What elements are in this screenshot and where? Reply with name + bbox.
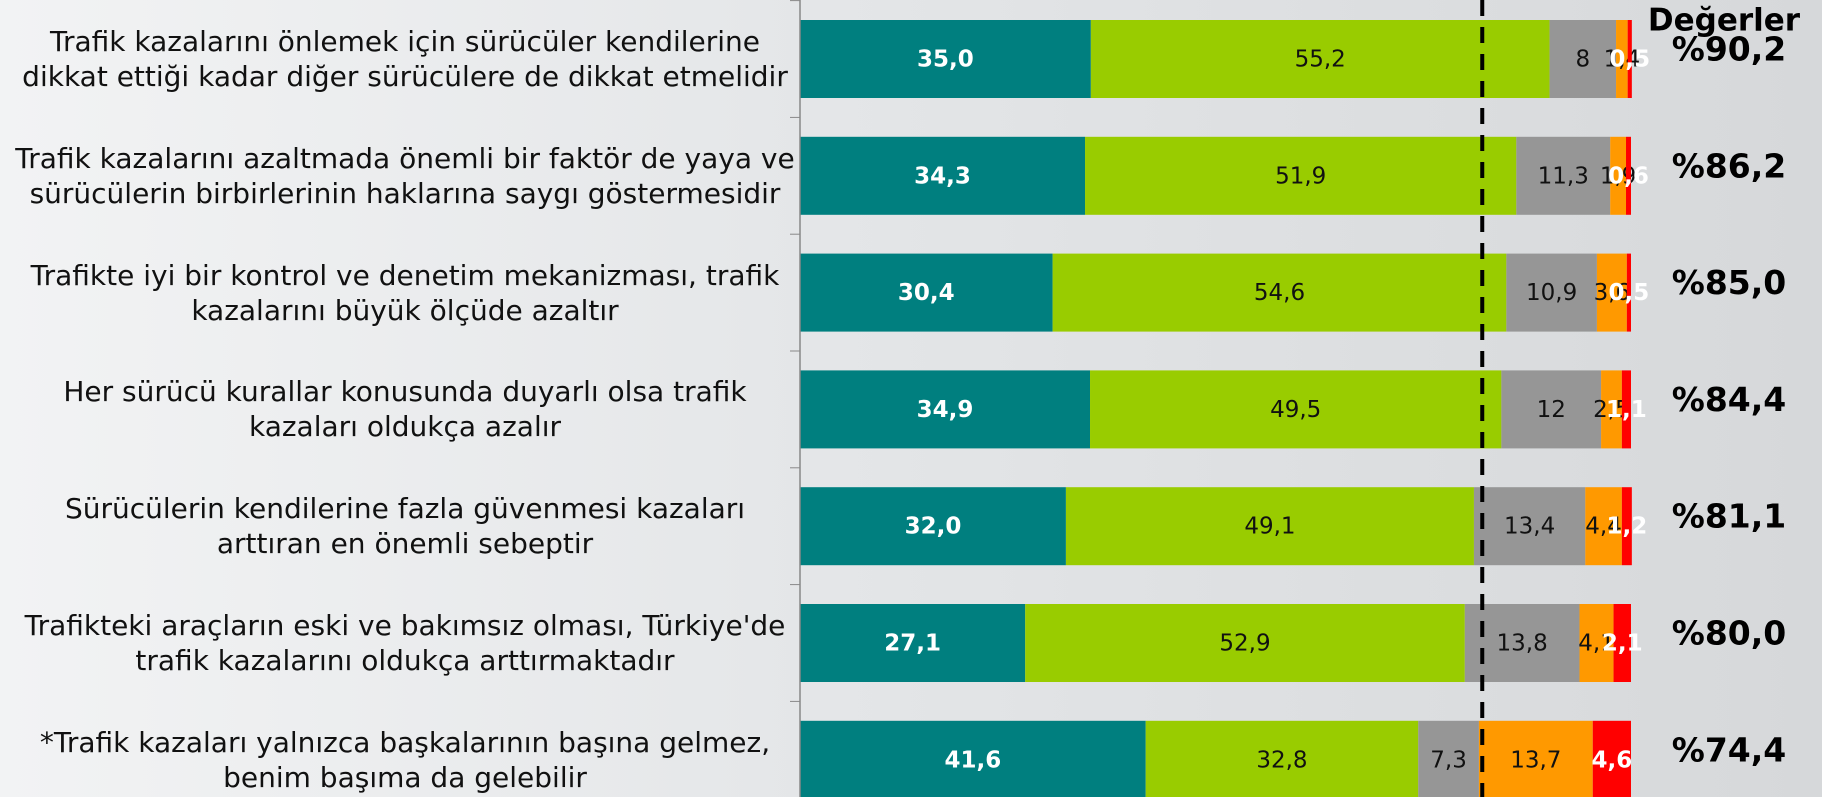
value-label: 51,9 [1275, 163, 1326, 189]
category-label: Trafikteki araçların eski ve bakımsız ol… [24, 609, 786, 677]
category-label: Sürücülerin kendilerine fazla güvenmesi … [64, 492, 746, 561]
value-label: 7,3 [1430, 747, 1467, 773]
total-label: %85,0 [1672, 263, 1787, 302]
bar-segment [1610, 136, 1627, 215]
bar-segment [1090, 20, 1550, 98]
bar-segment [1616, 20, 1628, 98]
bar-segment [1065, 487, 1474, 566]
value-label: 0,5 [1609, 47, 1650, 73]
value-label: 34,9 [917, 397, 974, 423]
category-label: *Trafik kazaları yalnızca başkalarının b… [39, 725, 771, 794]
value-label: 2,1 [1602, 631, 1643, 657]
total-label: %74,4 [1672, 730, 1787, 769]
bar-segment [1464, 604, 1580, 682]
value-label: 13,8 [1497, 631, 1548, 657]
value-label: 0,6 [1608, 163, 1649, 189]
value-label: 55,2 [1295, 47, 1346, 73]
bar-segment [1626, 136, 1631, 215]
value-label: 4,6 [1592, 747, 1633, 773]
bar-segment [1601, 370, 1622, 449]
bar-segment [800, 253, 1053, 332]
value-label: 41,6 [944, 747, 1001, 773]
value-label: 35,0 [917, 47, 974, 73]
bar-segment [1473, 487, 1586, 566]
value-label: 1,2 [1606, 514, 1647, 540]
bar-segment [1549, 20, 1617, 98]
bar-segment [1516, 136, 1611, 215]
bar-segment [1478, 720, 1593, 797]
total-label: %81,1 [1672, 497, 1787, 536]
bar-segment [800, 20, 1091, 98]
total-label: %84,4 [1672, 380, 1787, 419]
bar-segment [800, 487, 1066, 566]
value-label: 11,3 [1538, 163, 1589, 189]
value-label: 49,5 [1270, 397, 1321, 423]
bar-segment [800, 604, 1026, 682]
total-label: %80,0 [1672, 614, 1787, 653]
bar-segment [1052, 253, 1507, 332]
bar-segment [1621, 370, 1631, 449]
bar-segment [800, 720, 1146, 797]
value-label: 34,3 [914, 163, 971, 189]
category-label: Trafikte iyi bir kontrol ve denetim meka… [30, 258, 780, 327]
category-label: Her sürücü kurallar konusunda duyarlı ol… [63, 375, 747, 444]
total-label: %90,2 [1672, 30, 1787, 69]
totals-header: Değerler [1648, 3, 1801, 39]
bar-segment [1585, 487, 1622, 566]
bar-segment [1145, 720, 1419, 797]
category-label: Trafik kazalarını azaltmada önemli bir f… [15, 141, 795, 210]
value-label: 30,4 [898, 280, 955, 306]
bar-segment [1418, 720, 1479, 797]
bar-segment [1025, 604, 1465, 682]
value-label: 4,4 [1585, 514, 1622, 540]
value-label: 52,9 [1219, 631, 1270, 657]
value-label: 10,9 [1526, 280, 1577, 306]
value-label: 12 [1537, 397, 1566, 423]
bar-segment [1626, 253, 1631, 332]
bar-segment [1579, 604, 1614, 682]
value-label: 1,1 [1606, 397, 1647, 423]
value-label: 27,1 [884, 631, 941, 657]
bar-segment [1613, 604, 1631, 682]
bar-segment [1506, 253, 1597, 332]
value-label: 32,0 [905, 514, 962, 540]
bar-segment [800, 136, 1086, 215]
bar-segment [800, 370, 1091, 449]
bar-segment [1621, 487, 1632, 566]
bar-segment [1090, 370, 1502, 449]
value-label: 13,7 [1510, 747, 1561, 773]
value-label: 13,4 [1504, 514, 1555, 540]
bar-segment [1501, 370, 1602, 449]
value-label: 54,6 [1254, 280, 1305, 306]
value-label: 0,5 [1609, 280, 1650, 306]
value-label: 32,8 [1256, 747, 1307, 773]
bar-segment [1085, 136, 1517, 215]
value-label: 4,1 [1578, 631, 1615, 657]
total-label: %86,2 [1672, 146, 1787, 185]
value-label: 3,6 [1594, 280, 1631, 306]
bar-segment [1592, 720, 1631, 797]
value-label: 8 [1575, 47, 1590, 73]
value-label: 49,1 [1244, 514, 1295, 540]
bar-segment [1596, 253, 1627, 332]
category-label: Trafik kazalarını önlemek için sürücüler… [22, 25, 788, 93]
bar-segment [1627, 20, 1632, 98]
value-label: 1,4 [1604, 47, 1641, 73]
